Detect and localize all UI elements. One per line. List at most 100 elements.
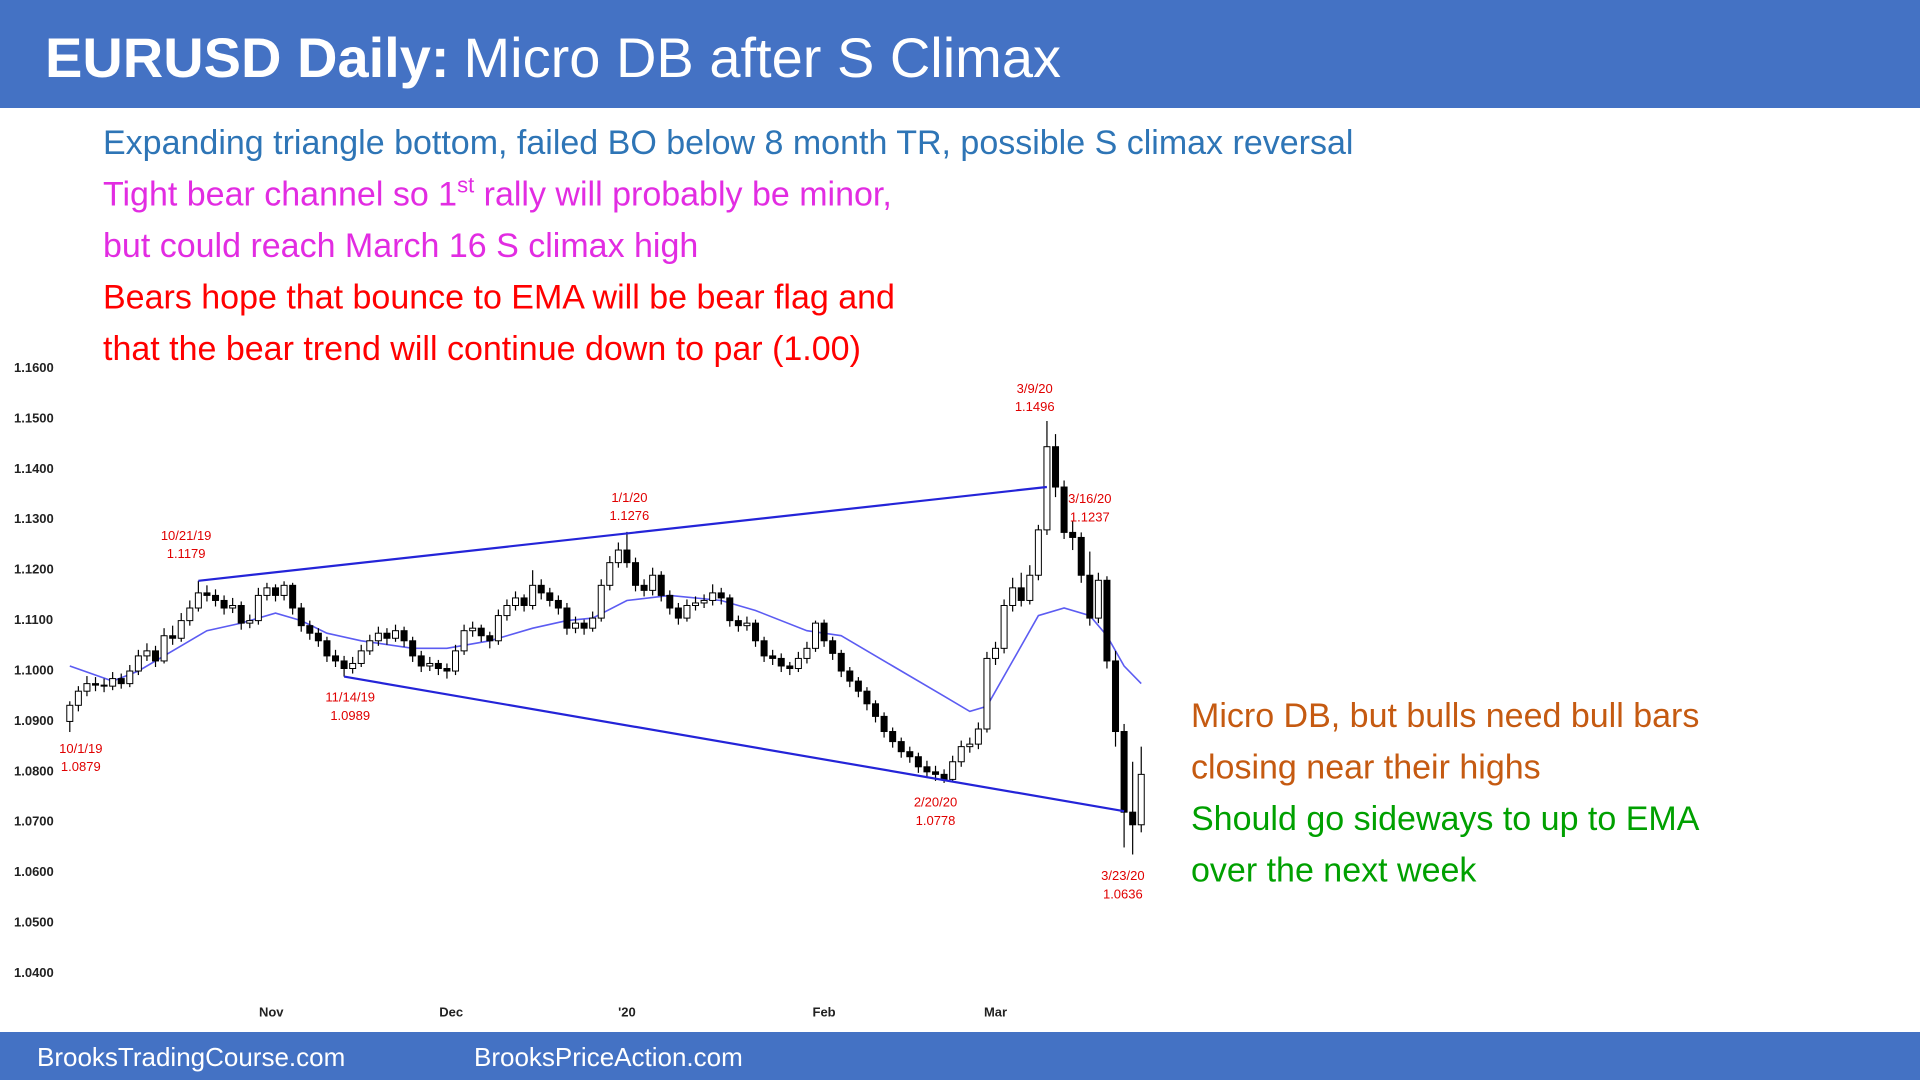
note-line: Tight bear channel so 1st rally will pro… — [103, 173, 892, 214]
slide-title: EURUSD Daily: Micro DB after S Climax — [45, 26, 1061, 89]
y-tick-label: 1.0600 — [14, 864, 54, 879]
candle-body — [66, 704, 74, 722]
note-line: Bears hope that bounce to EMA will be be… — [103, 279, 895, 317]
candle-body — [477, 627, 485, 637]
candle-body — [743, 622, 751, 627]
candle-body — [83, 683, 91, 692]
x-tick-label: Mar — [984, 1004, 1007, 1019]
candle-body — [494, 615, 502, 642]
commentary-line: closing near their highs — [1191, 749, 1541, 787]
candle-body — [314, 632, 322, 642]
candle-body — [306, 625, 314, 634]
ema-line — [69, 594, 1142, 713]
candle-body — [949, 761, 957, 780]
candle-body — [340, 660, 348, 670]
annotation-date: 2/20/20 — [914, 795, 957, 810]
candle-body — [186, 607, 194, 622]
candle-body — [1060, 486, 1068, 533]
candle-body — [289, 584, 297, 609]
annotation-price: 1.0879 — [61, 759, 101, 774]
y-tick-label: 1.1400 — [14, 461, 54, 476]
footer-left: BrooksTradingCourse.com — [37, 1042, 345, 1072]
y-tick-label: 1.0900 — [14, 713, 54, 728]
annotation-price: 1.0636 — [1103, 887, 1143, 902]
candle-body — [597, 584, 605, 619]
candle-body — [957, 746, 965, 763]
candle-body — [263, 587, 271, 596]
candle-body — [829, 640, 837, 654]
candle-body — [74, 690, 82, 706]
candle-body — [160, 635, 168, 662]
trendline — [343, 675, 1125, 813]
candle-body — [1137, 773, 1145, 826]
candle-body — [177, 620, 185, 639]
candle-body — [872, 703, 880, 717]
note-run: Bears hope that bounce to EMA will be be… — [103, 279, 895, 317]
candle-body — [529, 584, 537, 606]
candle-body — [880, 715, 888, 733]
candle-body — [237, 604, 245, 624]
candle-body — [486, 635, 494, 642]
candle-body — [923, 766, 931, 773]
candle-body — [914, 756, 922, 768]
candle-body — [863, 690, 871, 705]
candle-body — [349, 662, 357, 670]
candle-body — [786, 665, 794, 670]
note-line: that the bear trend will continue down t… — [103, 330, 861, 368]
commentary: Micro DB, but bulls need bull bars closin… — [1191, 697, 1700, 890]
candle-body — [254, 594, 262, 622]
note-run: that the bear trend will continue down t… — [103, 330, 861, 368]
footer-right: BrooksPriceAction.com — [474, 1042, 743, 1072]
y-tick-label: 1.0400 — [14, 965, 54, 980]
candle-body — [537, 584, 545, 594]
y-tick-label: 1.0800 — [14, 763, 54, 778]
title-rest: Micro DB after S Climax — [464, 26, 1061, 89]
x-tick-label: Nov — [259, 1004, 284, 1019]
candle-body — [649, 574, 657, 591]
annotation-price: 1.1276 — [610, 508, 650, 523]
y-tick-label: 1.1600 — [14, 360, 54, 375]
candle-body — [194, 592, 202, 609]
annotation-price: 1.1179 — [167, 546, 206, 561]
candle-body — [589, 617, 597, 629]
candle-body — [692, 602, 700, 606]
annotation-price: 1.0778 — [916, 813, 956, 828]
commentary-line: Should go sideways to up to EMA — [1191, 800, 1700, 838]
annotation-date: 3/16/20 — [1068, 491, 1111, 506]
candle-body — [854, 680, 862, 692]
annotation-price: 1.1237 — [1070, 509, 1110, 524]
y-tick-label: 1.1300 — [14, 511, 54, 526]
y-tick-label: 1.1100 — [14, 612, 53, 627]
candle-body — [657, 574, 665, 596]
candle-body — [272, 587, 280, 596]
candle-body — [126, 670, 134, 685]
title-bold: EURUSD Daily: — [45, 26, 450, 89]
candle-body — [674, 607, 682, 619]
x-tick-label: Dec — [439, 1004, 463, 1019]
candle-body — [374, 632, 382, 642]
candle-body — [803, 647, 811, 659]
candle-body — [143, 650, 151, 657]
candle-body — [332, 655, 340, 662]
annotation-date: 3/9/20 — [1017, 381, 1053, 396]
y-tick-label: 1.0700 — [14, 814, 54, 829]
trendline — [198, 485, 1048, 582]
candle-body — [940, 773, 948, 780]
candle-body — [1052, 446, 1060, 488]
candle-body — [460, 630, 468, 652]
candle-body — [169, 635, 177, 639]
candle-body — [889, 731, 897, 743]
candle-body — [1077, 536, 1085, 576]
candle-body — [246, 620, 254, 624]
candle-body — [392, 630, 400, 639]
note-run: st — [457, 173, 474, 198]
candle-body — [700, 599, 708, 604]
candle-body — [503, 604, 511, 617]
candle-body — [717, 592, 725, 599]
notes: Expanding triangle bottom, failed BO bel… — [103, 124, 1353, 368]
commentary-line: Micro DB, but bulls need bull bars — [1191, 697, 1699, 735]
candle-body — [580, 622, 588, 629]
note-line: but could reach March 16 S climax high — [103, 227, 698, 265]
x-tick-label: '20 — [618, 1004, 636, 1019]
